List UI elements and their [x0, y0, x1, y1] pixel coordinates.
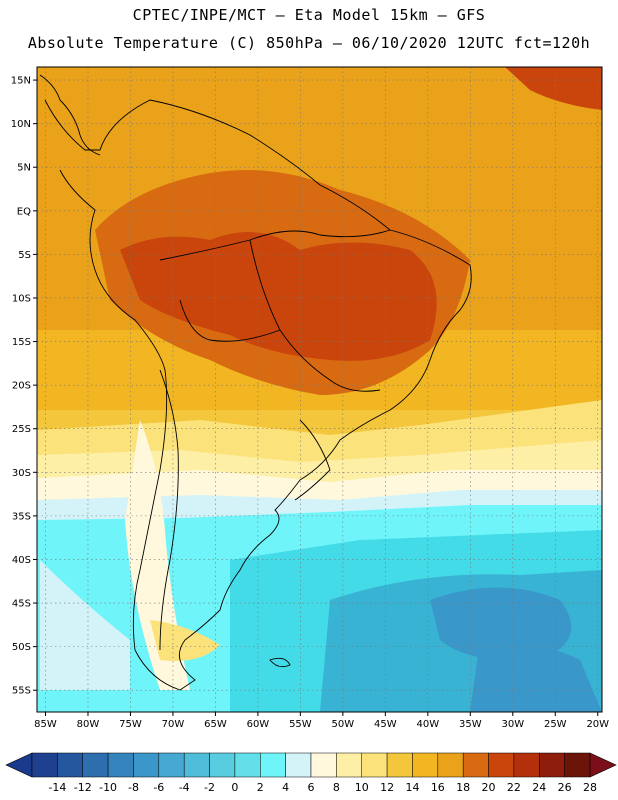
colorbar-swatch	[564, 752, 591, 778]
lat-tick-label: 15S	[12, 337, 31, 348]
south-america-coastline	[44, 99, 472, 691]
lon-tick-label: 30W	[501, 719, 524, 730]
lat-tick-label: 50S	[12, 642, 31, 653]
field-andes-cool	[125, 420, 190, 690]
colorbar-swatch	[158, 752, 185, 778]
lat-tick-label: 10S	[12, 293, 31, 304]
lon-tick-label: 80W	[77, 719, 100, 730]
field-africa-warm	[505, 67, 602, 110]
lat-tick-label: 20S	[12, 381, 31, 392]
colorbar-label: -8	[128, 781, 139, 794]
lon-tick-label: 40W	[417, 719, 440, 730]
colorbar-swatch	[462, 752, 489, 778]
colorbar-label: 26	[558, 781, 572, 794]
border-brazil	[159, 229, 391, 392]
colorbar-swatch	[539, 752, 565, 778]
colorbar-label: 8	[333, 781, 340, 794]
colorbar-swatch	[361, 752, 388, 778]
colorbar-swatch	[31, 752, 58, 778]
border-andes	[159, 369, 179, 651]
colorbar-label: 14	[405, 781, 419, 794]
lon-tick-label: 35W	[459, 719, 482, 730]
plot-frame	[36, 66, 603, 713]
colorbar-swatch	[133, 752, 160, 778]
lat-tick-label: 5S	[18, 250, 31, 261]
colorbar-swatch	[412, 752, 439, 778]
colorbar-swatch	[260, 752, 286, 778]
lon-tick-label: 70W	[162, 719, 185, 730]
field-band-m4-m2	[430, 587, 572, 661]
lat-tick-label: 35S	[12, 511, 31, 522]
lon-tick-label: 85W	[34, 719, 57, 730]
colorbar-label: -4	[179, 781, 190, 794]
colorbar-label: 16	[431, 781, 445, 794]
colorbar-swatch	[285, 752, 312, 778]
longitude-labels: 85W 80W 75W 70W 65W 60W 55W 50W 45W 40W 35W 30W 25W 2…	[34, 712, 609, 730]
colorbar-label: -12	[74, 781, 92, 794]
lat-tick-label: 40S	[12, 555, 31, 566]
lon-tick-label: 25W	[544, 719, 567, 730]
colorbar-swatch	[209, 752, 236, 778]
colorbar-label: 24	[532, 781, 546, 794]
lat-tick-label: 45S	[12, 599, 31, 610]
colorbar-swatch	[183, 752, 210, 778]
colorbar-swatch	[386, 752, 413, 778]
colorbar-label: -2	[204, 781, 215, 794]
colorbar-label: 22	[507, 781, 521, 794]
lon-tick-label: 75W	[119, 719, 142, 730]
colorbar-high-arrow	[589, 752, 617, 778]
colorbar-label: 4	[282, 781, 289, 794]
colorbar-swatch	[82, 752, 109, 778]
lon-tick-label: 50W	[332, 719, 355, 730]
colorbar-low-arrow	[5, 752, 33, 778]
field-band-m4-m2-south	[470, 640, 602, 712]
colorbar-swatch	[57, 752, 83, 778]
colorbar-label: 2	[257, 781, 264, 794]
colorbar-label: -6	[153, 781, 164, 794]
lat-tick-label: 25S	[12, 424, 31, 435]
colorbar-label: -14	[48, 781, 66, 794]
colorbar: -14 -12 -10 -8 -6 -4 -2 0 2 4 6 8 10 12 14 16 18 20 22 24 26…	[5, 752, 617, 794]
colorbar-swatch	[437, 752, 464, 778]
colorbar-swatch	[336, 752, 362, 778]
lat-tick-label: 30S	[12, 468, 31, 479]
colorbar-label: 28	[583, 781, 597, 794]
lon-tick-label: 65W	[204, 719, 227, 730]
map-title-line-1: CPTEC/INPE/MCT – Eta Model 15km – GFS	[132, 6, 486, 24]
lat-tick-label: 5N	[17, 163, 31, 174]
temperature-field	[37, 67, 602, 712]
colorbar-label: 6	[308, 781, 315, 794]
colorbar-label: 0	[231, 781, 238, 794]
colorbar-swatch	[488, 752, 515, 778]
central-america-coastline	[39, 74, 101, 156]
colorbar-label: 20	[482, 781, 496, 794]
colorbar-label: 12	[380, 781, 394, 794]
colorbar-swatch	[310, 752, 337, 778]
lon-tick-label: 55W	[289, 719, 312, 730]
latitude-labels: 15N 10N 5N EQ 5S 10S 15S 20S 25S 30S 35S 40S 45S 50S 5…	[11, 76, 37, 697]
lat-tick-label: EQ	[17, 206, 31, 217]
lon-tick-label: 20W	[586, 719, 609, 730]
lat-tick-label: 55S	[12, 686, 31, 697]
colorbar-label: -10	[99, 781, 117, 794]
colorbar-label: 10	[355, 781, 369, 794]
falklands	[269, 657, 291, 668]
coastlines	[39, 74, 472, 691]
lon-tick-label: 60W	[247, 719, 270, 730]
lat-tick-label: 15N	[11, 76, 31, 87]
border-rio-de-la-plata	[294, 419, 331, 501]
field-continent-24plus	[120, 232, 437, 361]
map-title-line-2: Absolute Temperature (C) 850hPa – 06/10/…	[27, 34, 591, 52]
colorbar-swatch	[107, 752, 134, 778]
colorbar-swatch	[234, 752, 261, 778]
colorbar-swatch	[513, 752, 540, 778]
lon-tick-label: 45W	[374, 719, 397, 730]
field-pacific-cool	[40, 560, 130, 690]
lat-tick-label: 10N	[11, 119, 31, 130]
colorbar-label: 18	[456, 781, 470, 794]
